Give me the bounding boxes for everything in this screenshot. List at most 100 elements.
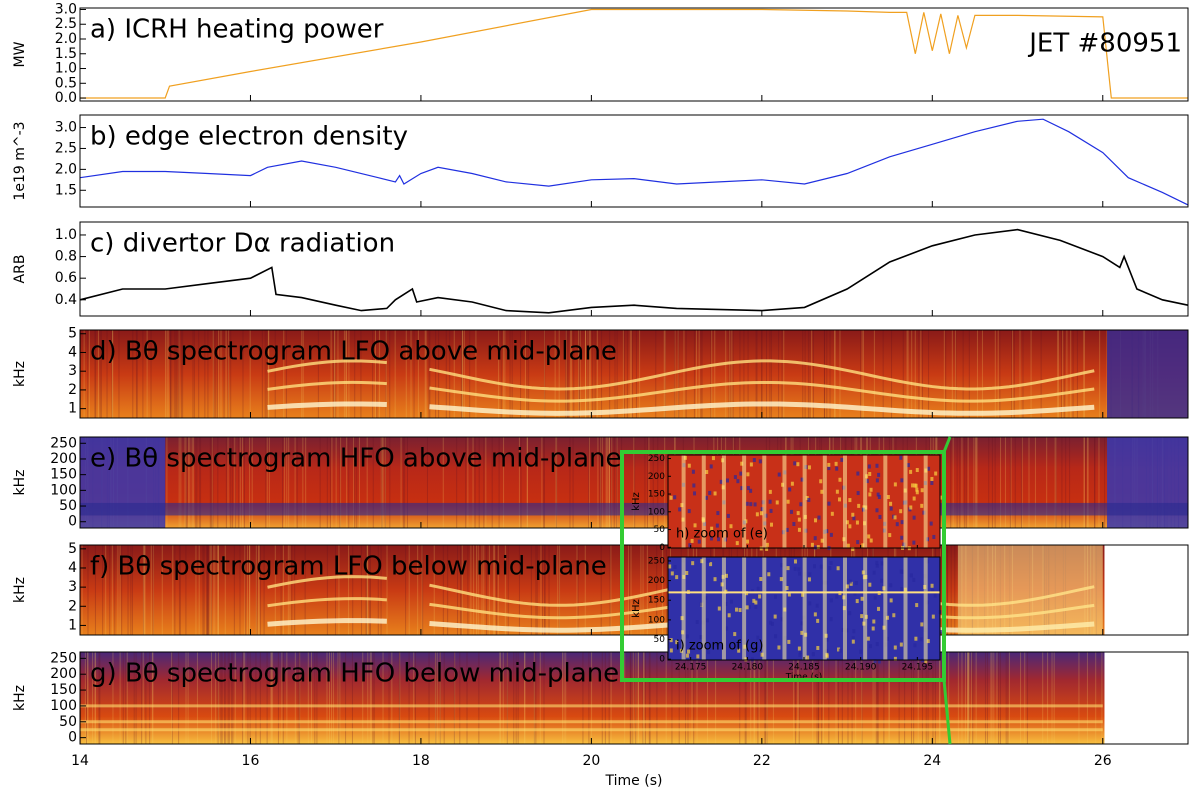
spectrogram-texture <box>827 462 831 467</box>
spectrogram-texture <box>704 495 708 500</box>
spectrogram-texture <box>845 520 849 525</box>
panel-title: h) zoom of (e) <box>676 527 768 542</box>
spectrogram-texture <box>746 486 750 491</box>
spectrogram-texture <box>851 639 855 644</box>
y-tick-label: 150 <box>648 490 665 500</box>
data-line <box>79 228 1189 314</box>
spectrogram-texture <box>852 629 856 634</box>
spectrogram-texture <box>849 581 853 586</box>
spectrogram-texture <box>777 472 781 477</box>
spectrogram-texture <box>912 515 916 520</box>
spectrogram-stripe <box>822 455 827 548</box>
spectrogram-texture <box>729 599 733 604</box>
spectrogram-texture <box>915 487 919 492</box>
spectrogram-texture <box>775 500 779 505</box>
y-tick-label: 100 <box>648 507 665 517</box>
spectrogram-texture <box>808 572 812 577</box>
spectrogram-stripe <box>681 455 686 548</box>
data-line <box>80 8 1188 99</box>
x-tick-label: 26 <box>1094 753 1112 769</box>
spectrogram-texture <box>692 483 696 488</box>
spectrogram-texture <box>813 564 817 569</box>
spectrogram-texture <box>765 546 769 551</box>
spectrogram-texture <box>813 612 817 617</box>
spectrogram-texture <box>793 559 797 564</box>
spectrogram-texture <box>909 469 913 474</box>
spectrogram-stripe <box>742 557 747 660</box>
y-tick-label: 0 <box>659 655 665 665</box>
spectrogram-texture <box>792 521 796 526</box>
spectrogram-texture <box>875 560 879 565</box>
spectrogram-texture <box>685 570 689 575</box>
spectrogram-texture <box>820 538 824 543</box>
spectrogram-texture <box>909 573 913 578</box>
spectrogram-texture <box>845 584 849 589</box>
spectrogram-texture <box>746 539 750 544</box>
spectrogram-texture <box>893 482 897 487</box>
spectrogram-texture <box>920 622 924 627</box>
spectrogram-texture <box>797 571 801 576</box>
spectrogram-texture <box>735 607 739 612</box>
spectrogram-texture <box>875 478 879 483</box>
spectrogram-texture <box>851 512 855 517</box>
spectrogram-stripe <box>923 557 928 660</box>
spectrogram-texture <box>930 583 934 588</box>
spectrogram-texture <box>709 464 713 469</box>
y-tick-label: 2.5 <box>55 16 77 32</box>
plot-frame <box>79 544 1189 636</box>
spectrogram-texture <box>895 522 899 527</box>
spectrogram-texture <box>715 523 719 528</box>
y-tick-label: 5 <box>68 326 77 342</box>
spectrogram-texture <box>710 526 714 531</box>
x-tick-label: 20 <box>582 753 600 769</box>
spectrogram-texture <box>796 511 800 516</box>
y-tick-label: 3.0 <box>55 120 77 136</box>
spectrogram-texture <box>829 598 833 603</box>
y-tick-label: 2.0 <box>55 31 77 47</box>
spectrogram-stripe <box>782 455 787 548</box>
spectrogram-texture <box>733 632 737 637</box>
y-tick-label: 4 <box>68 560 77 576</box>
spectrogram-texture <box>889 501 893 506</box>
spectrogram-texture <box>790 481 794 486</box>
spectrogram-texture <box>736 643 740 648</box>
spectrogram-texture <box>746 472 750 477</box>
spectrogram-texture <box>687 463 691 468</box>
spectrogram-texture <box>807 577 811 582</box>
spectrogram-texture <box>856 540 860 545</box>
spectrogram-texture <box>871 626 875 631</box>
spectrogram-texture <box>758 594 762 599</box>
y-tick-label: 4 <box>68 344 77 360</box>
x-tick-label: 24.185 <box>788 663 820 673</box>
spectrogram-stripe <box>742 455 747 548</box>
spectrogram-texture <box>889 598 893 603</box>
spectrogram-texture <box>851 636 855 641</box>
panel-title: f) Bθ spectrogram LFO below mid-plane <box>90 552 607 582</box>
y-tick-label: 0.8 <box>55 249 77 265</box>
spectrogram-texture <box>793 461 797 466</box>
spectrogram-texture <box>827 466 831 471</box>
y-tick-label: 3 <box>68 363 77 379</box>
spectrogram-texture <box>759 511 763 516</box>
spectrogram-stripe <box>903 557 908 660</box>
spectrogram-texture <box>934 471 938 476</box>
spectrogram-texture <box>880 578 884 583</box>
spectrogram-stripe <box>721 557 726 660</box>
spectrogram-texture <box>912 496 916 501</box>
spectrogram-texture <box>825 637 829 642</box>
spectrogram-texture <box>699 635 703 640</box>
spectrogram-texture <box>867 464 871 469</box>
y-tick-label: 250 <box>50 650 77 666</box>
spectrogram-texture <box>815 603 819 608</box>
spectrogram-texture <box>889 506 893 511</box>
spectrogram-texture <box>673 495 677 500</box>
plot-frame <box>79 114 1189 208</box>
y-tick-label: 1 <box>68 401 77 417</box>
y-axis-label: kHz <box>631 492 642 511</box>
spectrogram-texture <box>711 456 715 461</box>
y-tick-label: 100 <box>50 698 77 714</box>
spectrogram-texture <box>705 618 709 623</box>
spectrogram-texture <box>846 543 850 548</box>
y-tick-label: 3.0 <box>55 1 77 17</box>
